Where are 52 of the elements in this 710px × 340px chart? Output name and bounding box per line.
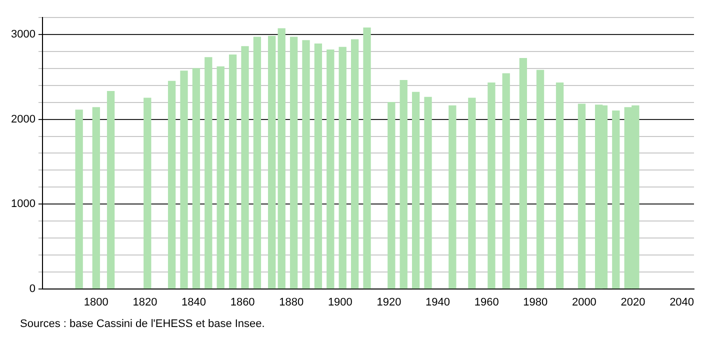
y-tick-label: 2000 [10, 113, 36, 126]
x-tick-label: 1960 [474, 296, 499, 308]
bar [228, 54, 237, 289]
bar [268, 36, 276, 289]
bar [168, 80, 176, 289]
bar [502, 73, 510, 289]
x-tick-label: 1940 [426, 296, 450, 308]
bar [468, 98, 476, 289]
x-tick-label: 1800 [84, 296, 108, 308]
bar [400, 80, 408, 289]
bar [92, 107, 100, 289]
x-tick-label: 2040 [670, 296, 694, 308]
x-tick-label: 2020 [620, 296, 646, 308]
bar [556, 82, 564, 289]
bar [278, 28, 286, 289]
bar [326, 49, 334, 289]
bar [350, 39, 359, 289]
y-tick-label: 3000 [10, 28, 36, 41]
bar [536, 70, 544, 289]
x-tick-label: 2000 [572, 296, 596, 308]
x-tick-label: 1980 [523, 296, 548, 308]
bar [363, 27, 371, 289]
x-tick-label: 1840 [182, 296, 206, 308]
bar [192, 68, 200, 289]
bar [106, 91, 115, 289]
bar [338, 46, 346, 289]
bar [314, 44, 322, 289]
bar [204, 57, 212, 289]
x-tick-label: 1920 [376, 296, 402, 308]
bar [290, 36, 298, 289]
x-tick-label: 1820 [132, 296, 158, 308]
bar [241, 46, 249, 289]
bar [578, 104, 586, 289]
bar [612, 110, 620, 289]
bar [412, 92, 420, 289]
bar [253, 36, 262, 289]
bar [519, 58, 528, 289]
bar [75, 110, 83, 289]
bar [180, 70, 188, 289]
source-note: Sources : base Cassini de l'EHESS et base Insee. [20, 318, 266, 330]
bar [448, 105, 456, 289]
y-tick-label: 1000 [10, 198, 36, 210]
bar [424, 96, 432, 289]
x-tick-label: 1900 [328, 296, 352, 308]
bar [388, 102, 396, 289]
bar [216, 66, 224, 289]
x-tick-label: 1860 [230, 296, 255, 308]
bar [488, 82, 496, 289]
x-tick-label: 1880 [279, 296, 304, 308]
bar [144, 98, 152, 289]
bar [302, 40, 310, 289]
y-tick-label: 0 [29, 282, 36, 295]
